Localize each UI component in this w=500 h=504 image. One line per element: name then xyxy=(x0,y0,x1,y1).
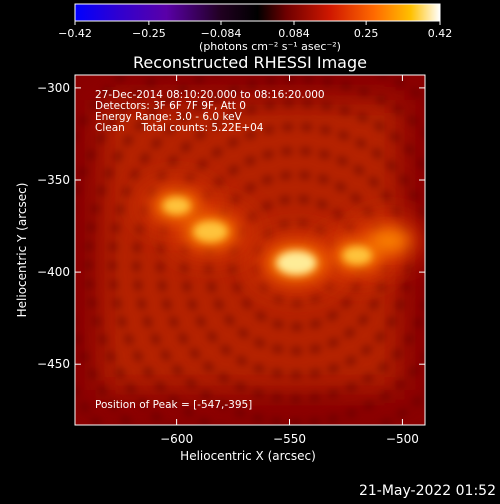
x-tick-label: −600 xyxy=(160,432,193,446)
x-axis-label: Heliocentric X (arcsec) xyxy=(180,449,316,463)
source-peak xyxy=(276,250,317,275)
annotation-line: Energy Range: 3.0 - 6.0 keV xyxy=(95,111,243,123)
plot-frame xyxy=(74,74,426,426)
colorbar-tick-label: 0.25 xyxy=(354,27,379,40)
source-peak xyxy=(162,197,191,215)
ripple-ring xyxy=(156,123,425,403)
source-peak xyxy=(193,221,228,242)
generation-timestamp: 21-May-2022 01:52 xyxy=(359,483,496,499)
colorbar: −0.42 −0.25 −0.084 0.084 0.25 0.42 (photons c… xyxy=(58,3,452,53)
ripple-ring xyxy=(132,99,425,425)
colorbar-tick-label: 0.084 xyxy=(278,27,310,40)
ripple-ring xyxy=(180,147,412,379)
ripple-ring xyxy=(108,75,425,425)
chart-title: Reconstructed RHESSI Image xyxy=(133,53,367,72)
colorbar-tick-label: −0.25 xyxy=(132,27,166,40)
colorbar-ticks: −0.42 −0.25 −0.084 0.084 0.25 0.42 xyxy=(58,21,452,40)
source-core xyxy=(368,228,410,253)
y-tick-label: −450 xyxy=(37,357,70,371)
ripple-ring xyxy=(84,75,425,425)
observation-info: 27-Dec-2014 08:10:20.000 to 08:16:20.000… xyxy=(95,89,325,134)
annotation-line: Detectors: 3F 6F 7F 9F, Att 0 xyxy=(95,100,246,112)
colorbar-tick-label: −0.42 xyxy=(58,27,92,40)
y-tick-label: −350 xyxy=(37,173,70,187)
x-tick-label: −550 xyxy=(273,432,306,446)
plot-area xyxy=(75,75,425,425)
y-axis-label: Heliocentric Y (arcsec) xyxy=(15,183,29,318)
colorbar-units-label: (photons cm⁻² s⁻¹ asec⁻²) xyxy=(199,40,341,53)
y-tick-label: −400 xyxy=(37,265,70,279)
colorbar-tick-label: 0.42 xyxy=(428,27,453,40)
emission-sources xyxy=(138,182,425,291)
annotation-line: 27-Dec-2014 08:10:20.000 to 08:16:20.000 xyxy=(95,89,325,101)
colorbar-tick-label: −0.084 xyxy=(201,27,242,40)
colorbar-ramp xyxy=(74,3,441,22)
y-axis-ticks: −300 −350 −400 −450 xyxy=(37,81,425,371)
source-peak xyxy=(342,246,372,265)
x-axis-ticks: −600 −550 −500 xyxy=(160,75,419,446)
x-tick-label: −500 xyxy=(386,432,419,446)
y-tick-label: −300 xyxy=(37,81,70,95)
annotation-line: Clean Total counts: 5.22E+04 xyxy=(95,122,264,134)
peak-position-label: Position of Peak = [-547,-395] xyxy=(95,399,252,411)
